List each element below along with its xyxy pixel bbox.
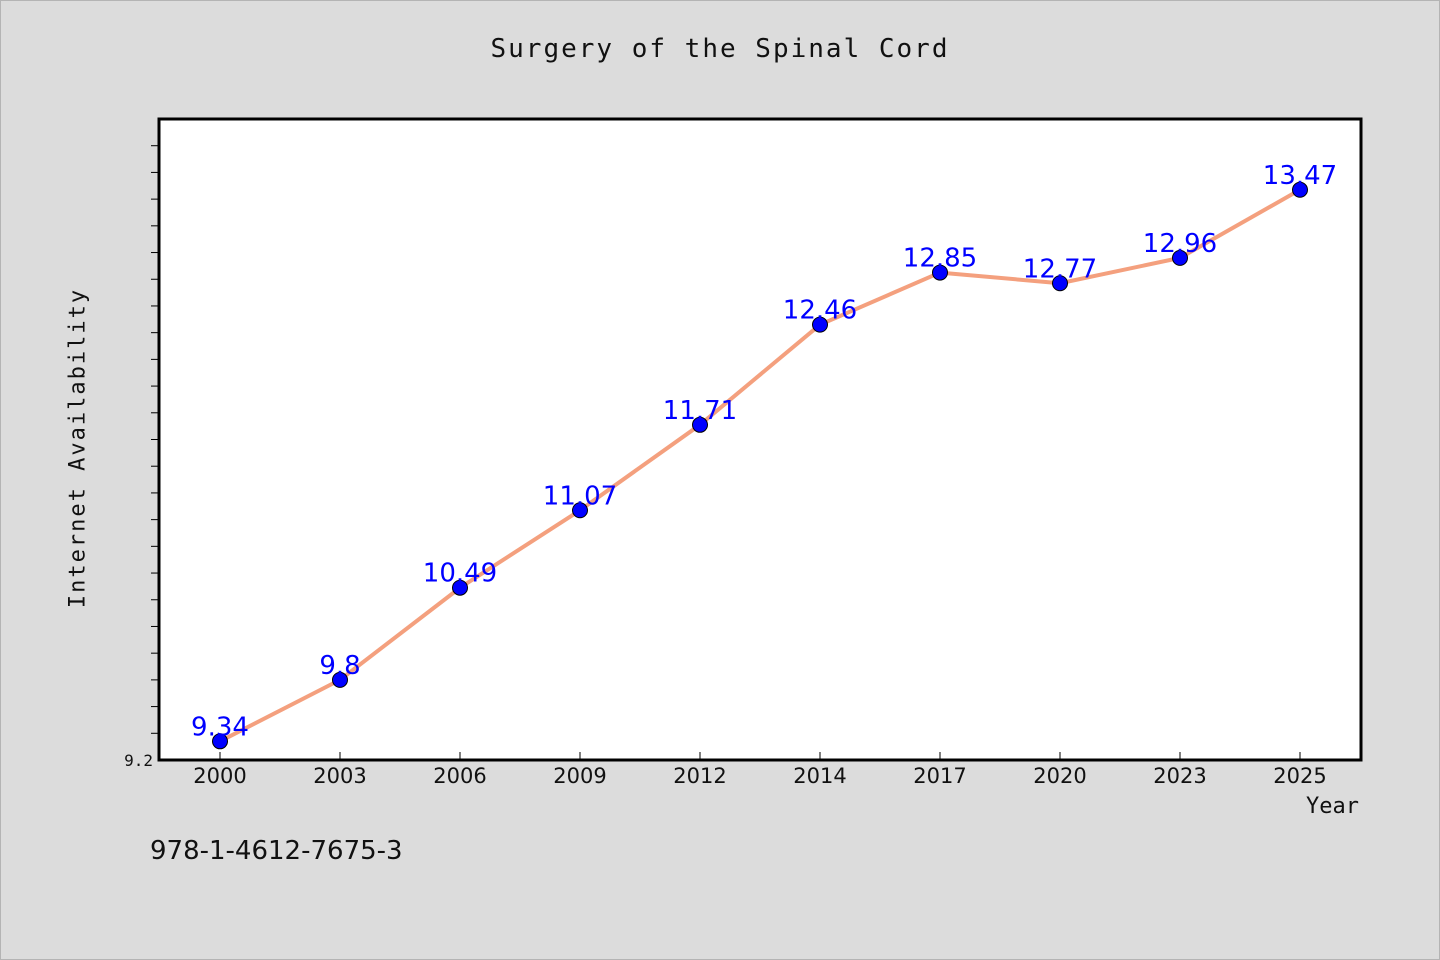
data-label: 10.49	[423, 559, 497, 589]
x-tick-label: 2014	[793, 764, 846, 788]
data-point	[1292, 181, 1308, 198]
data-label: 12.96	[1143, 229, 1217, 259]
data-label: 12.77	[1023, 254, 1097, 284]
x-axis-ticks: 2000 2003 2006 2009 2012 2014 2017 2020 2023 2025	[193, 752, 1327, 788]
series-line-group	[212, 181, 1308, 750]
data-label: 12.46	[783, 296, 857, 326]
data-point	[452, 579, 468, 596]
x-tick-label: 2006	[433, 764, 486, 788]
data-point	[932, 264, 948, 281]
series-line	[218, 187, 1302, 744]
x-tick-label: 2020	[1033, 764, 1086, 788]
x-axis-label: Year	[1306, 794, 1359, 819]
x-tick-label: 2009	[553, 764, 606, 788]
plot-area	[157, 117, 1363, 762]
x-tick-label: 2025	[1273, 764, 1326, 788]
chart-title: Surgery of the Spinal Cord	[490, 34, 950, 64]
x-tick-label: 2000	[193, 764, 246, 788]
data-point	[812, 316, 828, 333]
x-tick-label: 2003	[313, 764, 366, 788]
y-axis-label: Internet Availability	[65, 287, 91, 609]
x-tick-label: 2023	[1153, 764, 1206, 788]
data-point	[332, 671, 348, 688]
data-label: 11.71	[663, 396, 737, 426]
data-labels-group: 9.34 9.8 10.49 11.07 11.71 12.46 12.85 12.77 12.…	[191, 161, 1337, 743]
data-point	[1172, 249, 1188, 266]
x-tick-label: 2012	[673, 764, 726, 788]
data-label: 11.07	[543, 481, 617, 511]
data-point	[212, 733, 228, 750]
data-label: 12.85	[903, 244, 977, 274]
x-tick-label: 2017	[913, 764, 966, 788]
isbn-text: 978-1-4612-7675-3	[150, 836, 403, 866]
data-point	[1052, 275, 1068, 292]
data-point	[572, 502, 588, 519]
data-label: 9.8	[319, 651, 360, 681]
y-axis-ticks: 9.2	[124, 145, 159, 770]
data-label: 13.47	[1263, 161, 1337, 191]
y-tick-label: 9.2	[124, 751, 153, 770]
data-point	[692, 416, 708, 433]
data-label: 9.34	[191, 712, 249, 742]
